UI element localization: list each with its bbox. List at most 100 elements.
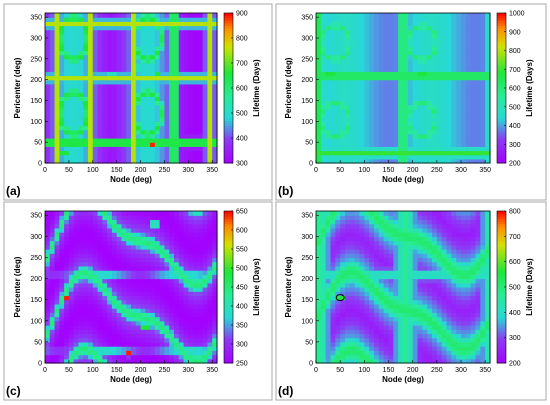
heatmap-cell [335,33,341,39]
heatmap-cell [412,142,419,147]
colorbar-swatch [497,63,506,66]
heatmap-cell [121,333,127,339]
heatmap-cell [140,325,146,330]
heatmap-cell [121,291,127,297]
heatmap-cell [107,299,113,305]
heatmap-cell [436,100,443,106]
heatmap-cell [59,358,65,364]
heatmap-cell [320,287,327,292]
heatmap-cell [349,108,356,114]
heatmap-cell [64,253,70,259]
heatmap-cell [64,325,70,330]
heatmap-cell [197,244,204,250]
heatmap-cell [475,158,481,164]
heatmap-cell [378,299,385,305]
heatmap-cell [403,54,409,60]
heatmap-cell [126,333,132,339]
heatmap-cell [49,261,56,267]
colorbar-swatch [497,130,506,134]
heatmap-cell [121,232,127,237]
heatmap-cell [178,227,185,233]
heatmap-cell [97,346,103,351]
colorbar-swatch [224,95,233,99]
heatmap-cell [349,211,356,216]
heatmap-cell [154,21,161,27]
heatmap-cell [102,299,108,305]
colorbar-swatch [224,150,233,154]
heatmap-cells [45,13,218,164]
heatmap-cell [159,142,166,147]
heatmap-cell [325,287,332,292]
heatmap-cell [354,79,361,85]
heatmap-cell [369,67,375,72]
heatmap-cell [388,13,394,18]
heatmap-cell [183,104,189,110]
heatmap-cell [111,100,118,106]
heatmap-cell [354,257,361,263]
heatmap-cell [64,211,70,216]
heatmap-cell [407,265,414,271]
heatmap-cell [212,154,218,160]
heatmap-cell [59,299,65,305]
heatmap-cell [335,83,341,89]
heatmap-cell [316,150,322,156]
heatmap-cell [188,337,194,343]
heatmap-cell [49,25,56,31]
heatmap-cell [193,33,199,39]
heatmap-cell [193,346,199,351]
colorbar-swatch [224,90,233,94]
heatmap-cell [359,350,365,356]
heatmap-cell [345,299,351,305]
heatmap-cell [451,38,457,43]
heatmap-cell [446,113,452,118]
heatmap-cell [140,121,146,127]
heatmap-cell [388,17,394,22]
heatmap-cell [97,79,103,85]
heatmap-cell [73,133,80,139]
heatmap-cell [340,50,346,56]
heatmap-cell [446,75,452,81]
colorbar-swatch [497,73,506,76]
heatmap-cell [207,100,213,106]
heatmap-cell [45,303,51,309]
heatmap-cell [140,257,146,263]
heatmap-cell [83,354,89,360]
heatmap-cell [412,17,419,22]
heatmap-cell [354,249,361,254]
heatmap-cell [102,358,108,364]
heatmap-cell [183,117,189,122]
heatmap-cell [135,341,142,347]
heatmap-cell [88,329,94,335]
heatmap-cell [97,83,103,89]
heatmap-cell [169,154,175,160]
heatmap-cell [349,150,356,156]
heatmap-cell [369,117,375,122]
colorbar-tick-label: 500 [509,104,521,111]
heatmap-cell [480,92,486,97]
heatmap-cell [316,278,322,284]
heatmap-cell [330,67,336,72]
heatmap-cell [150,227,156,233]
heatmap-cell [121,236,127,242]
heatmap-cell [461,158,467,164]
heatmap-cell [212,63,218,68]
heatmap-cell [174,257,180,263]
heatmap-cell [378,350,385,356]
heatmap-cell [374,121,380,127]
heatmap-cell [135,303,142,309]
heatmap-cell [378,100,385,106]
heatmap-cell [388,333,394,339]
heatmap-cell [140,278,146,284]
heatmap-cell [465,100,472,106]
heatmap-cell [374,54,380,60]
heatmap-cell [83,67,89,72]
heatmap-cell [417,92,423,97]
heatmap-cell [480,21,486,27]
heatmap-cell [111,108,118,114]
heatmap-cell [45,75,51,81]
heatmap-cell [116,329,123,335]
heatmap-cell [320,63,327,68]
heatmap-cell [140,33,146,39]
heatmap-cell [97,282,103,288]
heatmap-cell [64,79,70,85]
